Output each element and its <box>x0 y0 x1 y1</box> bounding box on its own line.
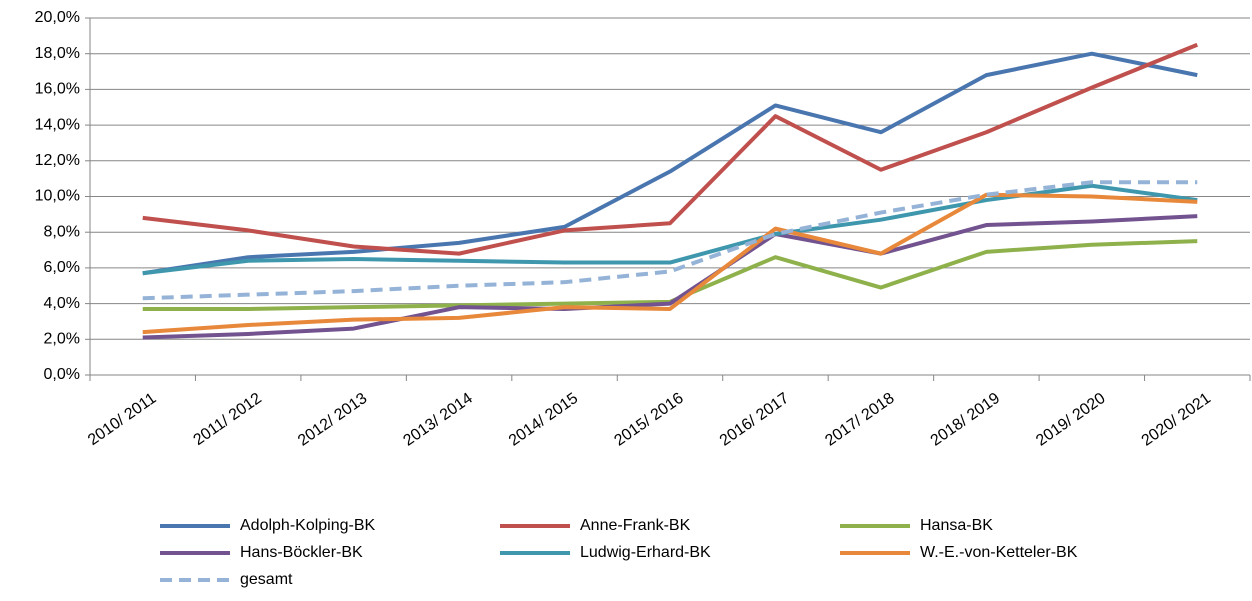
x-tick-label: 2016/ 2017 <box>717 390 792 450</box>
y-tick-label: 14,0% <box>35 116 80 133</box>
y-tick-label: 0,0% <box>44 366 80 383</box>
series-line <box>142 180 1198 301</box>
y-tick-label: 16,0% <box>35 81 80 98</box>
y-tick-label: 10,0% <box>35 188 80 205</box>
x-tick-label: 2015/ 2016 <box>611 390 686 450</box>
series-line <box>142 51 1198 276</box>
series-line <box>142 239 1198 311</box>
legend-label: Hansa-BK <box>920 517 993 534</box>
y-tick-label: 4,0% <box>44 295 80 312</box>
series-line <box>142 183 1198 276</box>
y-tick-label: 12,0% <box>35 152 80 169</box>
y-tick-label: 20,0% <box>35 9 80 26</box>
legend-label: gesamt <box>240 571 293 588</box>
legend-label: Hans-Böckler-BK <box>240 544 363 561</box>
y-tick-label: 2,0% <box>44 331 80 348</box>
legend-label: Adolph-Kolping-BK <box>240 517 376 534</box>
y-tick-label: 18,0% <box>35 45 80 62</box>
x-tick-label: 2013/ 2014 <box>400 390 475 450</box>
legend-label: W.-E.-von-Ketteler-BK <box>920 544 1078 561</box>
y-tick-label: 6,0% <box>44 259 80 276</box>
series-line <box>142 214 1198 340</box>
x-tick-label: 2020/ 2021 <box>1139 390 1214 450</box>
legend-label: Anne-Frank-BK <box>580 517 691 534</box>
series-line <box>142 42 1199 256</box>
x-tick-label: 2012/ 2013 <box>295 390 370 450</box>
series-line <box>142 192 1198 335</box>
x-tick-label: 2018/ 2019 <box>928 390 1003 450</box>
legend-label: Ludwig-Erhard-BK <box>580 544 711 561</box>
x-tick-label: 2017/ 2018 <box>822 390 897 450</box>
x-tick-label: 2010/ 2011 <box>85 390 159 449</box>
x-tick-label: 2011/ 2012 <box>191 390 265 449</box>
x-tick-label: 2014/ 2015 <box>506 390 581 450</box>
y-tick-label: 8,0% <box>44 223 80 240</box>
x-tick-label: 2019/ 2020 <box>1033 390 1108 450</box>
